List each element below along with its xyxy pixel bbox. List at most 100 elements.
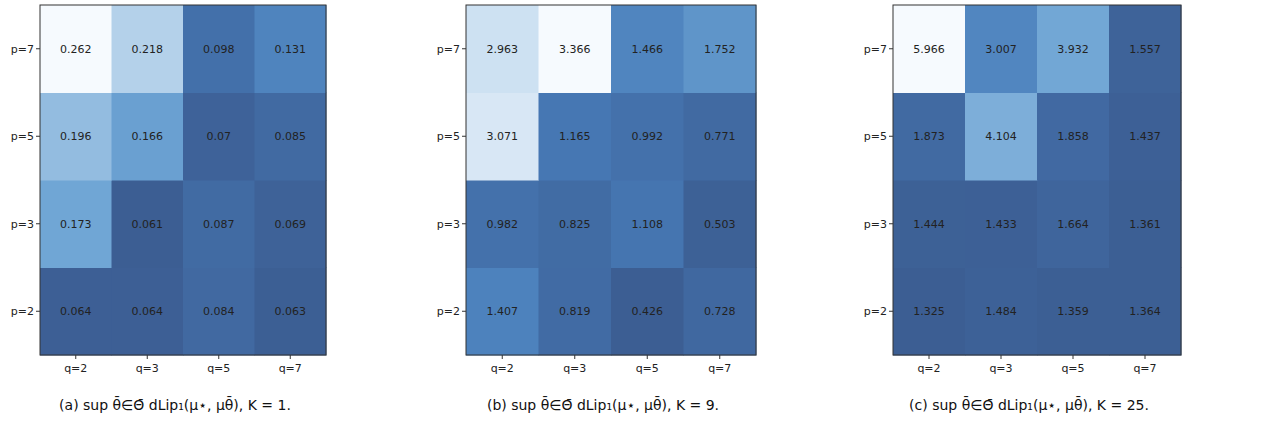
cell-label: 3.932 [1057,43,1089,56]
cell-label: 1.873 [913,130,945,143]
heatmap-cell [466,268,539,356]
cells [893,5,1182,356]
x-tick-label: q=5 [636,362,659,375]
heatmap-cell [684,93,757,181]
heatmap-panel: 1.3251.4841.3591.3641.4441.4331.6641.361… [864,5,1182,413]
cell-label: 1.165 [559,130,591,143]
heatmap-panel: 0.0640.0640.0840.0630.1730.0610.0870.069… [11,5,327,413]
x-tick [502,355,503,359]
x-tick [1145,355,1146,359]
cell-label: 0.131 [275,43,307,56]
cell-label: 0.218 [132,43,164,56]
x-tick [929,355,930,359]
x-tick [290,355,291,359]
heatmap-cell [40,180,112,268]
cells [466,5,757,356]
x-tick-label: q=3 [136,362,159,375]
heatmap-cell [611,180,684,268]
heatmap-cell [539,268,612,356]
cell-label: 0.825 [559,218,591,231]
cell-label: 0.982 [487,218,519,231]
x-tick-label: q=7 [708,362,731,375]
heatmap-cell [112,5,184,93]
cell-label: 4.104 [985,130,1017,143]
cell-label: 0.173 [60,218,92,231]
heatmap-cell [684,180,757,268]
y-tick [36,136,40,137]
y-tick-label: p=7 [11,43,34,56]
cell-label: 1.664 [1057,218,1089,231]
y-tick-label: p=3 [11,218,34,231]
y-tick [889,48,893,49]
y-tick [889,136,893,137]
heatmap-cell [1109,93,1182,181]
cell-label: 1.364 [1129,305,1161,318]
x-tick-label: q=5 [207,362,230,375]
panel-caption: (a) sup θ̄∈Θ̄ dLip₁(μ⋆, μθ̄), K = 1. [59,396,291,413]
heatmap-cell [255,93,327,181]
y-tick-label: p=2 [437,305,460,318]
y-tick [889,311,893,312]
heatmap-cell [965,268,1038,356]
cell-label: 0.771 [704,130,736,143]
cell-label: 1.361 [1129,218,1161,231]
heatmap-cell [183,5,255,93]
y-tick [462,48,466,49]
x-tick-label: q=7 [1133,362,1156,375]
y-tick-label: p=5 [864,130,887,143]
heatmap-cell [611,5,684,93]
heatmap-cell [611,268,684,356]
heatmap-cell [965,180,1038,268]
cell-label: 0.061 [132,218,164,231]
heatmap-cell [1109,180,1182,268]
x-tick-label: q=7 [279,362,302,375]
cell-label: 1.437 [1129,130,1161,143]
y-tick-label: p=3 [437,218,460,231]
heatmap-cell [1109,5,1182,93]
heatmap-cell [112,93,184,181]
heatmap-cell [1037,268,1110,356]
cell-label: 0.819 [559,305,591,318]
x-tick-label: q=2 [491,362,514,375]
cells [40,5,327,356]
y-tick [36,223,40,224]
x-tick [574,355,575,359]
figure: 0.0640.0640.0840.0630.1730.0610.0870.069… [0,0,1266,426]
heatmap-cell [1037,180,1110,268]
x-tick [147,355,148,359]
x-tick-label: q=3 [989,362,1012,375]
heatmap-cell [893,268,966,356]
cell-label: 0.992 [632,130,664,143]
y-tick-label: p=2 [864,305,887,318]
y-tick-label: p=2 [11,305,34,318]
heatmap-cell [466,93,539,181]
cell-label: 0.426 [632,305,664,318]
panel-caption: (b) sup θ̄∈Θ̄ dLip₁(μ⋆, μθ̄), K = 9. [487,396,719,413]
y-tick [36,48,40,49]
y-tick [36,311,40,312]
cell-label: 1.433 [985,218,1017,231]
y-tick [462,311,466,312]
y-tick-label: p=3 [864,218,887,231]
heatmap-cell [611,93,684,181]
heatmap-cell [1037,5,1110,93]
cell-label: 0.262 [60,43,92,56]
cell-label: 1.466 [632,43,664,56]
cell-label: 0.087 [203,218,235,231]
y-tick [462,223,466,224]
panel-caption: (c) sup θ̄∈Θ̄ dLip₁(μ⋆, μθ̄), K = 25. [909,396,1149,413]
cell-label: 1.325 [913,305,945,318]
cell-label: 0.064 [60,305,92,318]
heatmap-cell [684,268,757,356]
heatmap-cell [255,5,327,93]
cell-label: 3.366 [559,43,591,56]
x-tick-label: q=3 [563,362,586,375]
cell-label: 1.484 [985,305,1017,318]
heatmap-cell [183,268,255,356]
heatmap-cell [466,180,539,268]
x-tick-label: q=2 [917,362,940,375]
heatmap-cell [112,180,184,268]
y-tick [889,223,893,224]
cell-label: 1.557 [1129,43,1161,56]
heatmap-cell [539,5,612,93]
